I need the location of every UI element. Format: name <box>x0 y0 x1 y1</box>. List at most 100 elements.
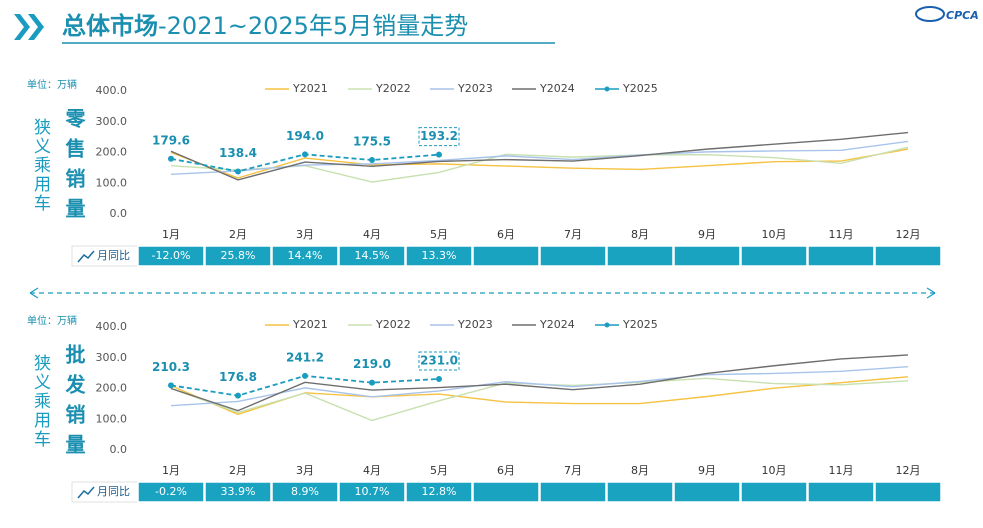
yoy-value: 8.9% <box>291 485 319 498</box>
yoy-cell <box>539 245 607 267</box>
yoy-cell <box>606 245 674 267</box>
point <box>436 151 442 158</box>
unit-label: 单位：万辆 <box>27 78 77 91</box>
yoy-cell <box>673 245 741 267</box>
divider-arrows <box>29 287 936 299</box>
point <box>302 151 308 158</box>
data-label: 175.5 <box>353 135 391 149</box>
yoy-icon <box>77 486 95 499</box>
data-label: 219.0 <box>353 357 391 371</box>
yoy-cell <box>740 245 808 267</box>
point <box>168 155 174 162</box>
legend-label: Y2023 <box>457 82 493 95</box>
x-tick-label: 5月 <box>430 464 448 477</box>
label-box <box>418 351 460 371</box>
y-tick-label: 200.0 <box>96 382 128 395</box>
x-tick-label: 6月 <box>497 228 515 241</box>
x-tick-label: 9月 <box>698 464 716 477</box>
y-tick-label: 0.0 <box>110 207 128 220</box>
point <box>369 157 375 164</box>
yoy-cell <box>338 245 406 267</box>
legend-label: Y2022 <box>375 82 411 95</box>
x-tick-label: 8月 <box>631 464 649 477</box>
yoy-cell <box>137 481 205 503</box>
yoy-cell <box>539 481 607 503</box>
point <box>302 372 308 379</box>
legend-label: Y2021 <box>292 82 328 95</box>
yoy-value: 14.4% <box>288 249 323 262</box>
y-tick-label: 400.0 <box>96 320 128 333</box>
legend-label: Y2024 <box>539 82 575 95</box>
x-tick-label: 10月 <box>762 228 787 241</box>
x-tick-label: 4月 <box>363 228 381 241</box>
data-label: 241.2 <box>286 350 324 364</box>
y-tick-label: 0.0 <box>110 443 128 456</box>
title-icon <box>14 14 44 40</box>
x-tick-label: 10月 <box>762 464 787 477</box>
x-tick-label: 3月 <box>296 464 314 477</box>
point <box>436 375 442 382</box>
y-tick-label: 300.0 <box>96 351 128 364</box>
data-label: 231.0 <box>420 353 458 367</box>
legend-label: Y2023 <box>457 318 493 331</box>
yoy-cell <box>338 481 406 503</box>
y-tick-label: 200.0 <box>96 146 128 159</box>
data-label: 176.8 <box>219 370 257 384</box>
x-tick-label: 3月 <box>296 228 314 241</box>
yoy-value: 12.8% <box>422 485 457 498</box>
yoy-value: 14.5% <box>355 249 390 262</box>
yoy-value: -0.2% <box>155 485 187 498</box>
legend-marker <box>604 322 610 328</box>
x-tick-label: 12月 <box>896 464 921 477</box>
x-tick-label: 6月 <box>497 464 515 477</box>
yoy-value: 25.8% <box>221 249 256 262</box>
label-box <box>418 127 460 147</box>
yoy-cell <box>405 481 473 503</box>
side-label: 狭义乘用车 <box>30 118 50 213</box>
unit-label: 单位：万辆 <box>27 314 77 327</box>
series-line <box>170 148 909 179</box>
legend-marker <box>604 86 610 92</box>
yoy-cell <box>271 481 339 503</box>
yoy-cell <box>137 245 205 267</box>
x-tick-label: 11月 <box>829 228 854 241</box>
y-tick-label: 100.0 <box>96 176 128 189</box>
yoy-cell <box>204 245 272 267</box>
logo: CPCA <box>946 9 979 22</box>
title-bold: 总体市场 <box>62 12 158 40</box>
logo-mark <box>915 6 945 22</box>
yoy-value: 33.9% <box>221 485 256 498</box>
yoy-cell <box>472 481 540 503</box>
legend-label: Y2025 <box>622 82 658 95</box>
x-tick-label: 9月 <box>698 228 716 241</box>
yoy-cell <box>874 481 942 503</box>
x-tick-label: 1月 <box>162 228 180 241</box>
yoy-cell <box>472 245 540 267</box>
y-tick-label: 400.0 <box>96 84 128 97</box>
series-line <box>170 354 909 412</box>
yoy-value: -12.0% <box>152 249 191 262</box>
x-tick-label: 11月 <box>829 464 854 477</box>
point <box>369 379 375 386</box>
series-line <box>170 365 909 407</box>
yoy-value: 13.3% <box>422 249 457 262</box>
point <box>235 392 241 399</box>
legend-label: Y2024 <box>539 318 575 331</box>
yoy-cell <box>204 481 272 503</box>
x-tick-label: 12月 <box>896 228 921 241</box>
yoy-icon <box>77 250 95 263</box>
yoy-label: 月同比 <box>97 485 130 498</box>
x-tick-label: 7月 <box>564 464 582 477</box>
x-tick-label: 2月 <box>229 464 247 477</box>
yoy-cell <box>606 481 674 503</box>
y-tick-label: 100.0 <box>96 412 128 425</box>
side-label: 狭义乘用车 <box>30 354 50 449</box>
x-tick-label: 5月 <box>430 228 448 241</box>
series-line <box>170 131 909 181</box>
yoy-cell <box>740 481 808 503</box>
metric-label: 零售销量 <box>62 108 86 228</box>
x-tick-label: 4月 <box>363 464 381 477</box>
data-label: 138.4 <box>219 146 257 160</box>
